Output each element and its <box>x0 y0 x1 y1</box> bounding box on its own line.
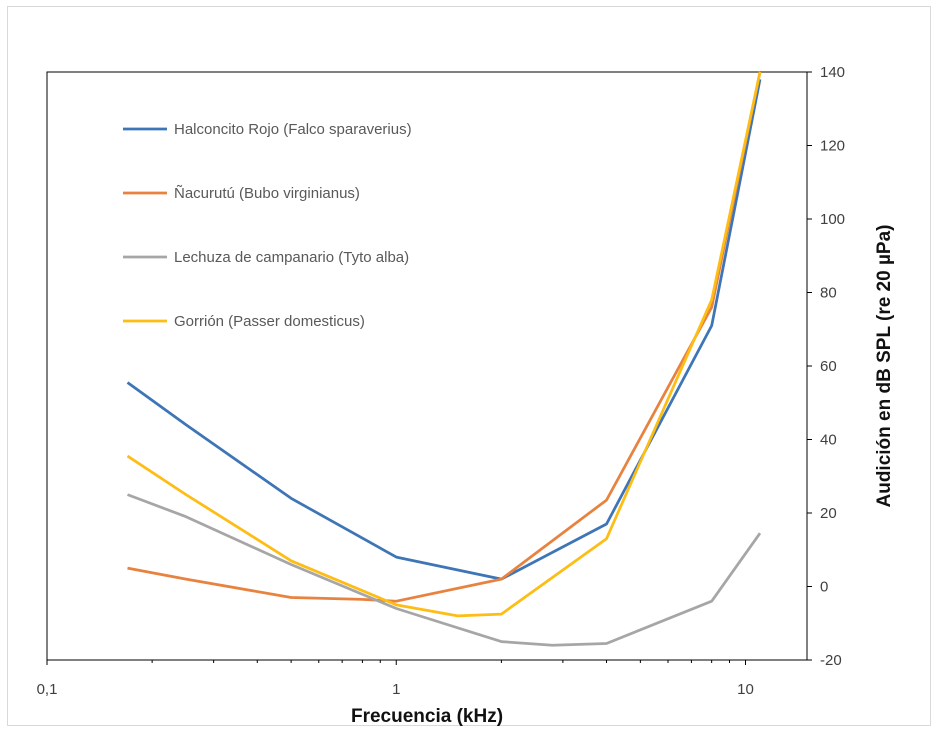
x-axis-title: Frecuencia (kHz) <box>351 706 503 727</box>
legend-label-2: Lechuza de campanario (Tyto alba) <box>174 249 409 266</box>
series-line-2 <box>127 493 762 647</box>
series-lines <box>126 71 762 647</box>
legend-label-0: Halconcito Rojo (Falco sparaverius) <box>174 121 412 138</box>
y-tick-label: -20 <box>820 652 842 669</box>
y-tick-label: 60 <box>820 358 837 375</box>
y-axis-title: Audición en dB SPL (re 20 µPa) <box>874 225 895 508</box>
y-tick-label: 80 <box>820 285 837 302</box>
x-tick-label: 0,1 <box>37 681 58 698</box>
legend-label-3: Gorrión (Passer domesticus) <box>174 313 365 330</box>
y-tick-label: 40 <box>820 432 837 449</box>
plot-area-border <box>46 71 808 661</box>
y-tick-label: 140 <box>820 64 845 81</box>
y-axis-ticks: -20 0 20 40 60 80 100 120 140 <box>807 64 845 669</box>
x-tick-label: 1 <box>392 681 400 698</box>
series-line-1 <box>127 71 762 603</box>
y-tick-label: 0 <box>820 579 828 596</box>
y-tick-label: 120 <box>820 138 845 155</box>
chart-frame <box>7 6 931 726</box>
legend-label-1: Ñacurutú (Bubo virginianus) <box>174 185 360 202</box>
y-tick-label: 100 <box>820 211 845 228</box>
series-line-0 <box>126 79 762 581</box>
series-line-3 <box>126 71 762 618</box>
x-tick-label: 10 <box>737 681 754 698</box>
legend: Halconcito Rojo (Falco sparaverius) Ñacur… <box>123 121 412 330</box>
x-axis-ticks: 0,1 1 10 <box>37 660 754 698</box>
y-tick-label: 20 <box>820 505 837 522</box>
